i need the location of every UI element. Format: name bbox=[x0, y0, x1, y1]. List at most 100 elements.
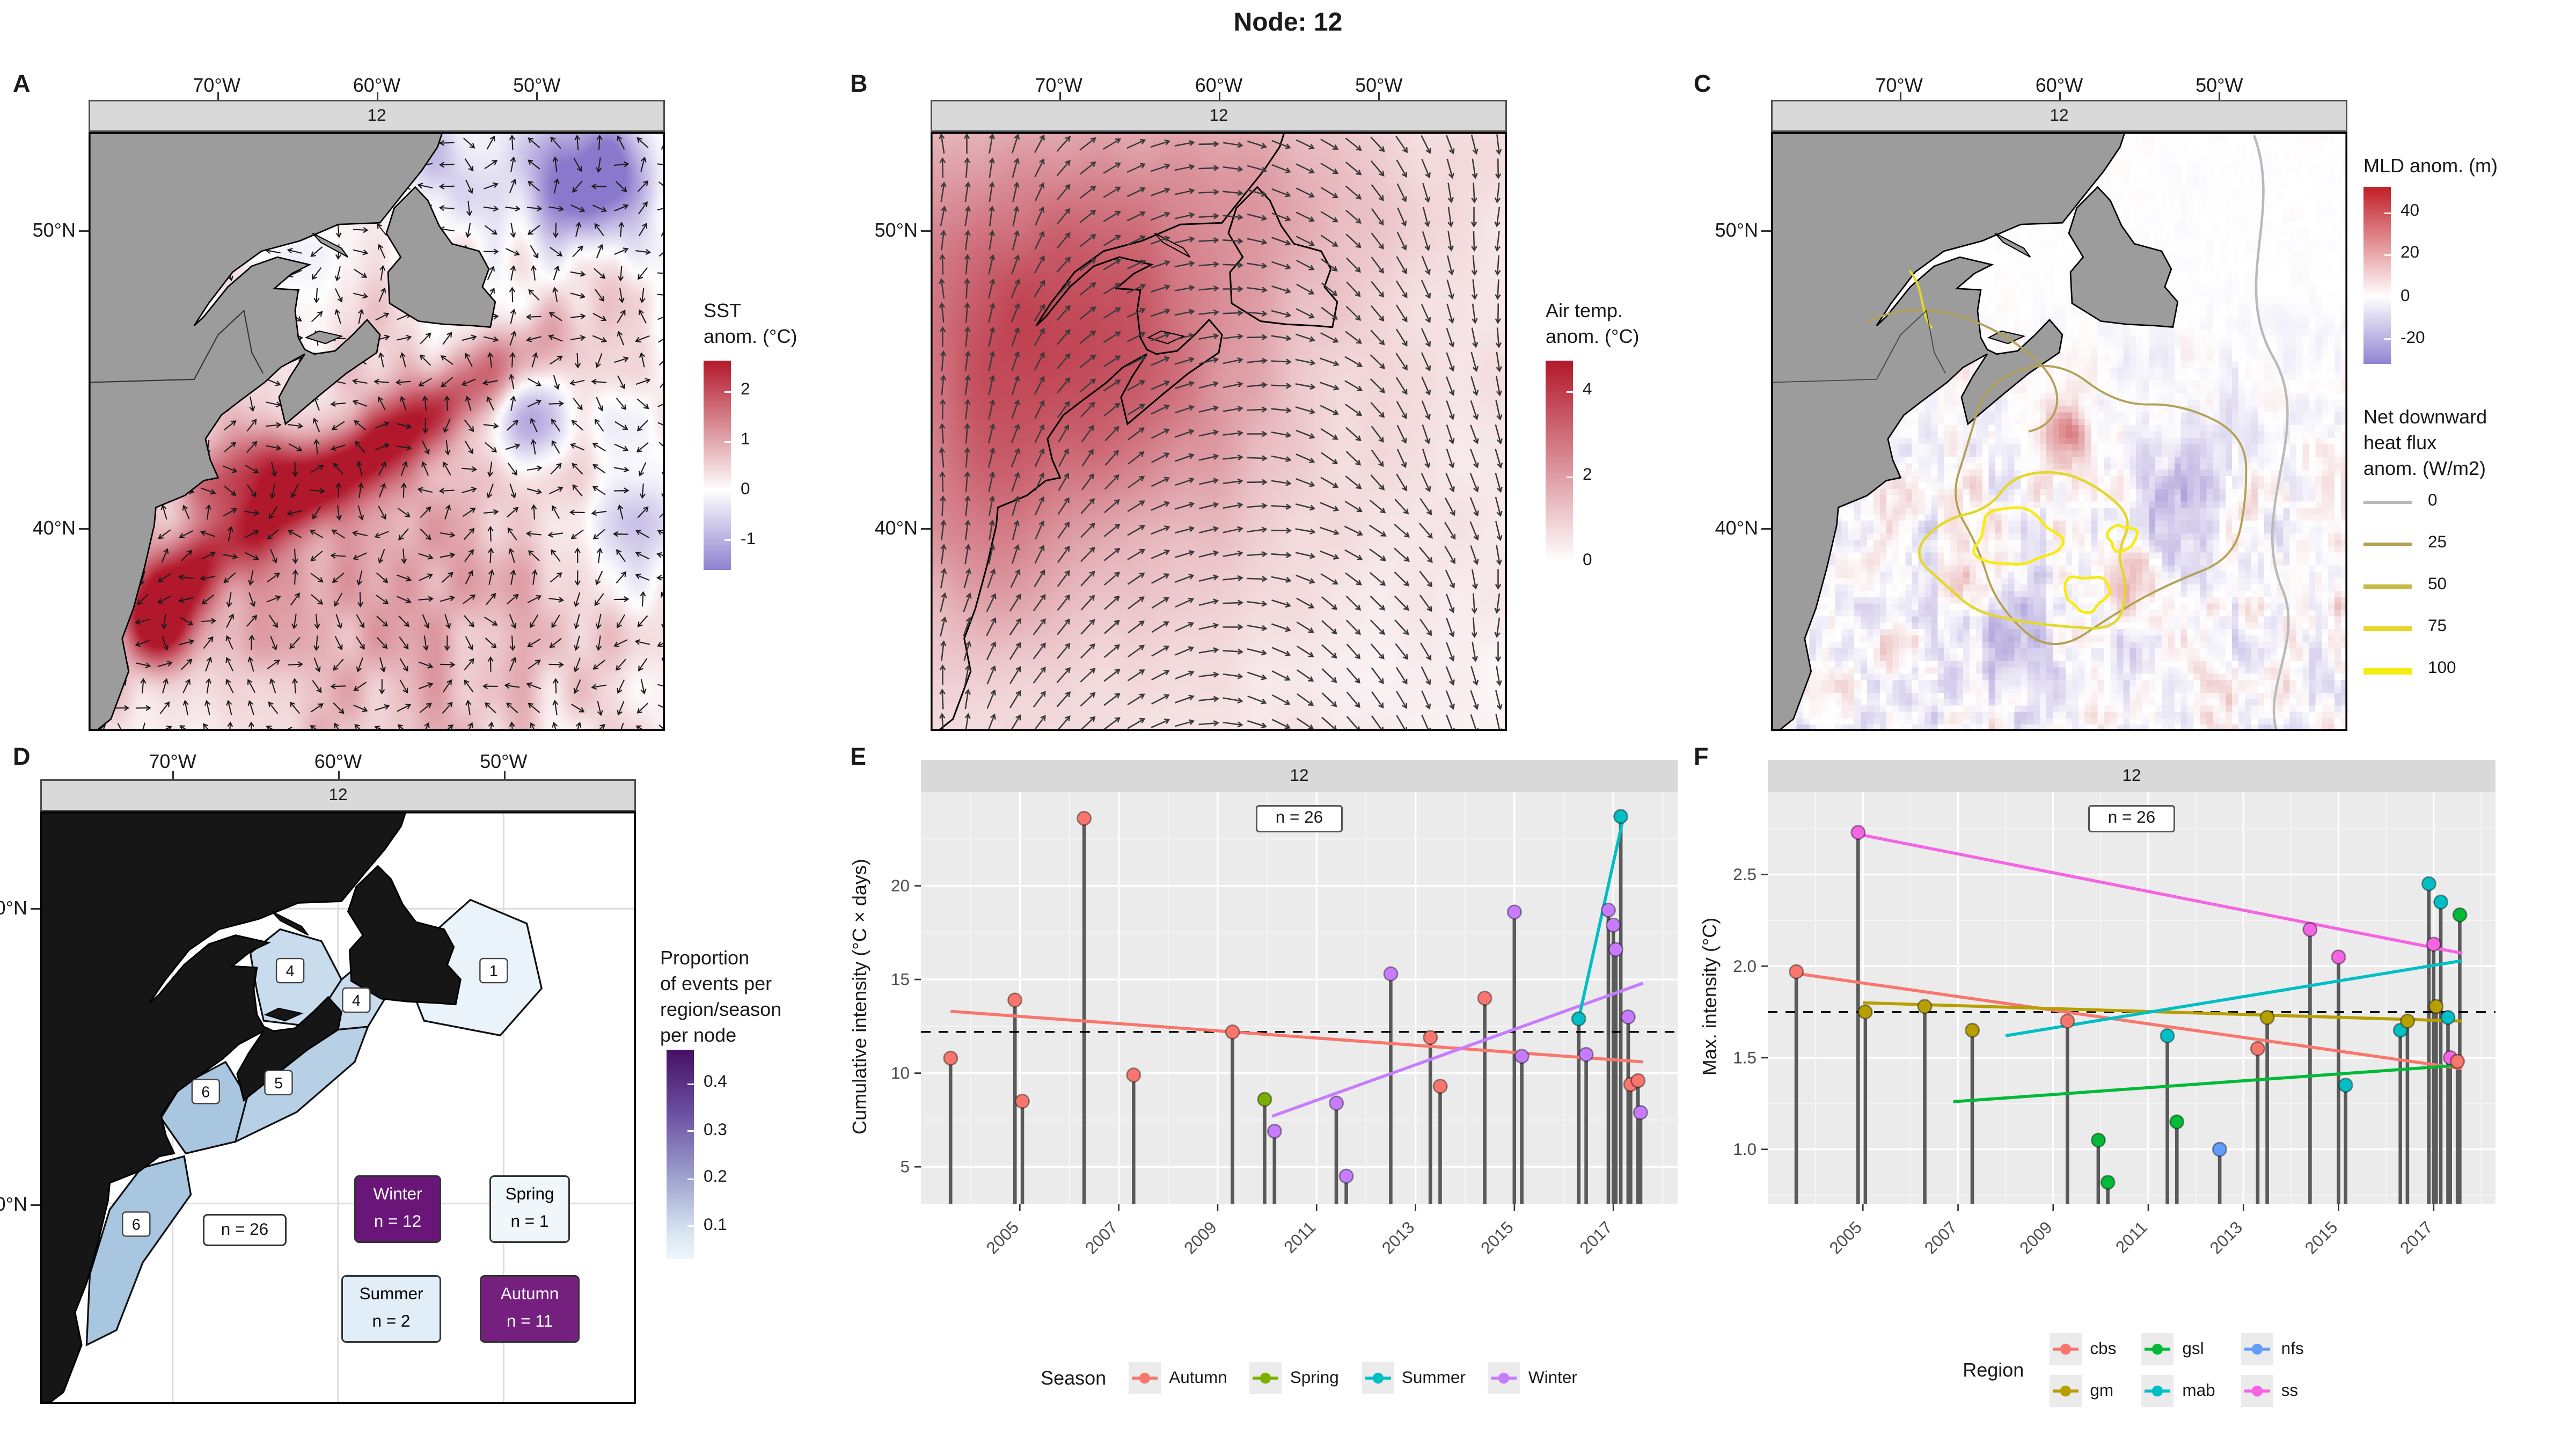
legend-key-glyph bbox=[2145, 1343, 2171, 1355]
legend-label: mab bbox=[2182, 1381, 2215, 1401]
event-point-Autumn bbox=[943, 1050, 958, 1066]
heatflux-legend-swatch bbox=[2363, 501, 2412, 504]
land-anticosti bbox=[271, 911, 309, 936]
event-point-Winter bbox=[1606, 917, 1621, 933]
y-tick-label: 15 bbox=[891, 970, 910, 989]
event-point-Winter bbox=[1338, 1168, 1354, 1184]
x-tick-label: 2007 bbox=[1920, 1217, 1960, 1257]
season-count-line: n = 11 bbox=[506, 1312, 553, 1331]
season-count-box-winter: Winter n = 12 bbox=[354, 1175, 441, 1242]
legend-entry-ss: ss bbox=[2241, 1375, 2304, 1407]
x-tick-label: 2005 bbox=[982, 1217, 1022, 1257]
sst-colorbar-tick-label: -1 bbox=[741, 529, 756, 549]
region-count-chip bbox=[342, 987, 371, 1013]
map-A bbox=[89, 132, 665, 731]
political-border bbox=[89, 309, 264, 383]
airtemp-colorbar-tick-label: 4 bbox=[1583, 380, 1592, 400]
panel-letter-E: E bbox=[850, 744, 867, 771]
y-tick-label: 2.0 bbox=[1733, 956, 1757, 976]
legend-key bbox=[2050, 1375, 2082, 1407]
heatflux-legend-title: Net downward bbox=[2363, 406, 2487, 428]
heatflux-legend-swatch bbox=[2363, 584, 2412, 589]
lon-tick-label: 50°W bbox=[480, 750, 528, 773]
proportion-colorbar-tick-label: 0.2 bbox=[704, 1167, 727, 1187]
lon-tick-mark bbox=[1219, 92, 1220, 100]
sst-colorbar-tick-mark bbox=[724, 490, 731, 492]
map-frame bbox=[1771, 132, 2347, 731]
legend-label: gsl bbox=[2182, 1340, 2204, 1359]
x-tick-label: 2011 bbox=[1280, 1217, 1319, 1256]
legend-key bbox=[2142, 1375, 2175, 1407]
airtemp-colorbar-bar bbox=[1546, 361, 1573, 570]
lat-tick-label: 40°N bbox=[1715, 517, 1758, 540]
land-anticosti bbox=[1154, 232, 1191, 258]
y-tick-label: 5 bbox=[900, 1157, 910, 1176]
lon-tick-label: 70°W bbox=[1035, 74, 1082, 97]
region-polygon-mab bbox=[85, 1155, 192, 1346]
x-tick-label: 2017 bbox=[1576, 1217, 1616, 1257]
event-point-Winter bbox=[1383, 966, 1399, 982]
event-point-Winter bbox=[1578, 1046, 1594, 1062]
map-C bbox=[1771, 132, 2347, 731]
airtemp-colorbar-title: anom. (°C) bbox=[1546, 325, 1640, 348]
event-point-gsl bbox=[2091, 1132, 2106, 1148]
lollipop-stems bbox=[1794, 832, 2462, 1204]
event-point-Winter bbox=[1506, 904, 1522, 920]
legend-key-glyph bbox=[2244, 1343, 2270, 1355]
region-count-label: 4 bbox=[286, 963, 295, 980]
mld-colorbar-tick-label: 0 bbox=[2401, 286, 2410, 305]
legend-entry-mab: mab bbox=[2142, 1375, 2215, 1407]
event-point-nfs bbox=[2212, 1141, 2227, 1157]
figure-title: Node: 12 bbox=[1233, 10, 1343, 37]
legend-entry-Autumn: Autumn bbox=[1129, 1362, 1227, 1394]
total-count-box: n = 26 bbox=[203, 1214, 287, 1246]
event-point-ss bbox=[2426, 936, 2441, 952]
heatflux-legend-label: 100 bbox=[2428, 658, 2456, 678]
event-point-mab bbox=[2421, 876, 2436, 891]
plot-background bbox=[921, 792, 1678, 1204]
sst-colorbar-tick-mark bbox=[724, 440, 731, 442]
event-point-mab bbox=[2440, 1009, 2456, 1025]
region-legend-title: Region bbox=[1963, 1359, 2024, 1381]
lon-tick-mark bbox=[1899, 92, 1901, 100]
event-point-Autumn bbox=[1630, 1073, 1646, 1088]
region-legend-column: nfs ss bbox=[2241, 1333, 2304, 1407]
x-tick-label: 2009 bbox=[1180, 1217, 1220, 1257]
land-mainland bbox=[1771, 132, 2126, 731]
event-point-Winter bbox=[1608, 942, 1623, 957]
land-mainland bbox=[931, 132, 1285, 731]
max-intensity-plot: 1.0 1.5 2.0 2.5 2005 2007 2009 2011 2013 2015 2017 bbox=[1733, 792, 2496, 1258]
legend-key bbox=[2241, 1375, 2273, 1407]
heatflux-contour-25 bbox=[1955, 364, 2248, 646]
legend-label: gm bbox=[2090, 1381, 2114, 1401]
season-count-line: Winter bbox=[373, 1185, 422, 1204]
lat-tick-label: 50°N bbox=[0, 897, 27, 920]
y-tick-label: 1.0 bbox=[1733, 1139, 1757, 1159]
sst-colorbar-tick-label: 2 bbox=[741, 380, 750, 400]
event-point-mab bbox=[2338, 1078, 2353, 1093]
event-point-gm bbox=[2259, 1009, 2275, 1025]
legend-key bbox=[2241, 1333, 2273, 1365]
mld-colorbar-tick-label: 40 bbox=[2401, 201, 2420, 221]
max-intensity-ylabel: Max. intensity (°C) bbox=[1699, 917, 1721, 1076]
x-tick-label: 2009 bbox=[2016, 1217, 2056, 1257]
wind-arrows bbox=[939, 133, 1503, 731]
mld-colorbar-tick-mark bbox=[2384, 296, 2391, 298]
legend-entry-nfs: nfs bbox=[2241, 1333, 2304, 1365]
x-tick-label: 2015 bbox=[2301, 1217, 2341, 1257]
lat-tick-mark bbox=[921, 230, 931, 232]
legend-entry-gm: gm bbox=[2050, 1375, 2116, 1407]
y-tick-label: 2.5 bbox=[1733, 865, 1757, 884]
proportion-colorbar-tick-label: 0.1 bbox=[704, 1215, 727, 1235]
legend-entry-gsl: gsl bbox=[2142, 1333, 2215, 1365]
legend-label: Autumn bbox=[1169, 1368, 1227, 1388]
event-point-gsl bbox=[2100, 1175, 2116, 1190]
legend-key-glyph bbox=[2053, 1343, 2079, 1355]
panel-letter-A: A bbox=[13, 71, 31, 98]
mld-colorbar-tick-mark bbox=[2384, 212, 2391, 214]
mld-colorbar-tick-label: -20 bbox=[2401, 328, 2425, 348]
cumulative-intensity-strip: 12 bbox=[921, 760, 1678, 792]
trend-line-gm bbox=[1863, 1001, 2463, 1023]
max-intensity-strip: 12 bbox=[1768, 760, 2496, 792]
